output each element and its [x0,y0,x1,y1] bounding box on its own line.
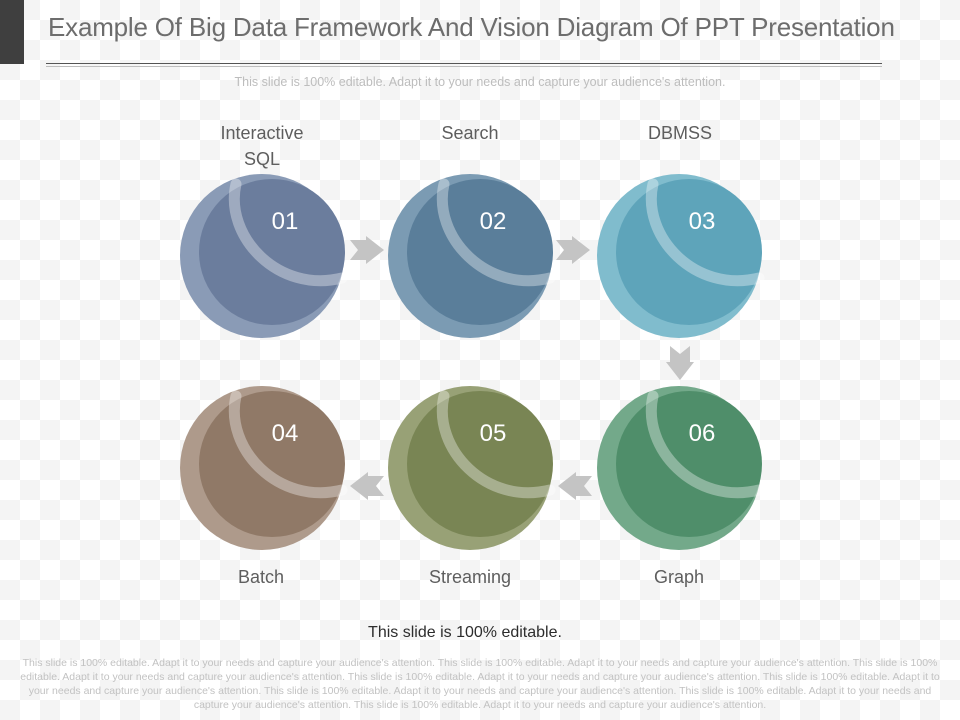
step-label-06: Graph [653,567,705,587]
footer-body-text: This slide is 100% editable. Adapt it to… [20,657,940,711]
arrow-left-icon [348,472,384,500]
step-label-03: DBMSS [647,123,712,143]
arrow-down-icon [666,346,694,380]
step-circle-02 [388,174,556,338]
title-divider-secondary [46,66,882,67]
arrow-right-icon [350,236,386,264]
slide-subtitle: This slide is 100% editable. Adapt it to… [234,75,726,89]
step-circle-04 [180,386,348,550]
step-circle-01 [180,174,348,338]
arrow-right-icon [556,236,592,264]
step-number-06: 06 [688,420,716,447]
step-label-05: Streaming [428,567,512,587]
step-circle-03 [597,174,765,338]
step-number-04: 04 [271,420,299,447]
step-label-04: Batch [237,567,285,587]
step-number-03: 03 [688,208,716,235]
corner-accent-bar [0,0,24,64]
slide-title: Example Of Big Data Framework And Vision… [48,12,895,42]
step-label-02: Search [441,123,499,143]
step-number-01: 01 [271,208,299,235]
step-circle-05 [388,386,556,550]
step-label-01: Interactive SQL [220,123,304,169]
title-divider [46,63,882,64]
arrow-left-icon [556,472,592,500]
step-number-02: 02 [479,208,507,235]
editable-note: This slide is 100% editable. [368,624,562,641]
step-circle-06 [597,386,765,550]
step-number-05: 05 [479,420,507,447]
